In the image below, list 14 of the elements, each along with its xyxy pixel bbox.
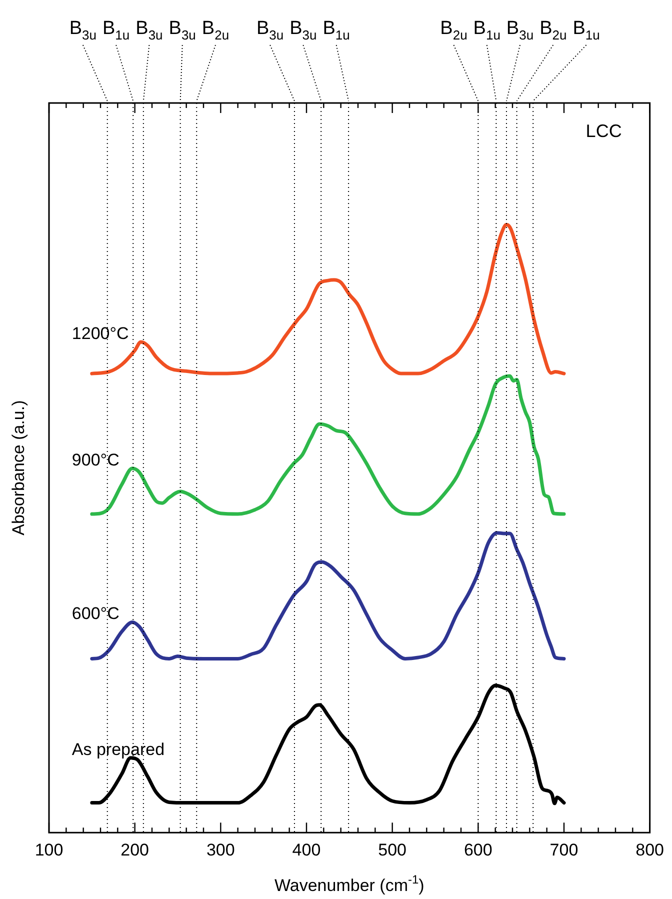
x-tick-label: 700 bbox=[550, 840, 578, 860]
series-label: 900°C bbox=[72, 450, 120, 470]
series-label: 600°C bbox=[72, 604, 120, 624]
x-tick-label: 100 bbox=[34, 840, 64, 860]
series-label: 1200°C bbox=[72, 324, 129, 343]
x-tick-label: 300 bbox=[206, 840, 235, 860]
series-label: As prepared bbox=[72, 740, 165, 759]
x-tick-label: 500 bbox=[378, 840, 407, 860]
x-tick-label: 600 bbox=[464, 840, 492, 860]
y-axis-title: Absorbance (a.u.) bbox=[9, 400, 28, 536]
text: LCC bbox=[586, 121, 622, 141]
x-tick-label: 800 bbox=[636, 840, 664, 860]
x-tick-label: 200 bbox=[120, 840, 150, 860]
x-tick-label: 400 bbox=[292, 840, 321, 860]
